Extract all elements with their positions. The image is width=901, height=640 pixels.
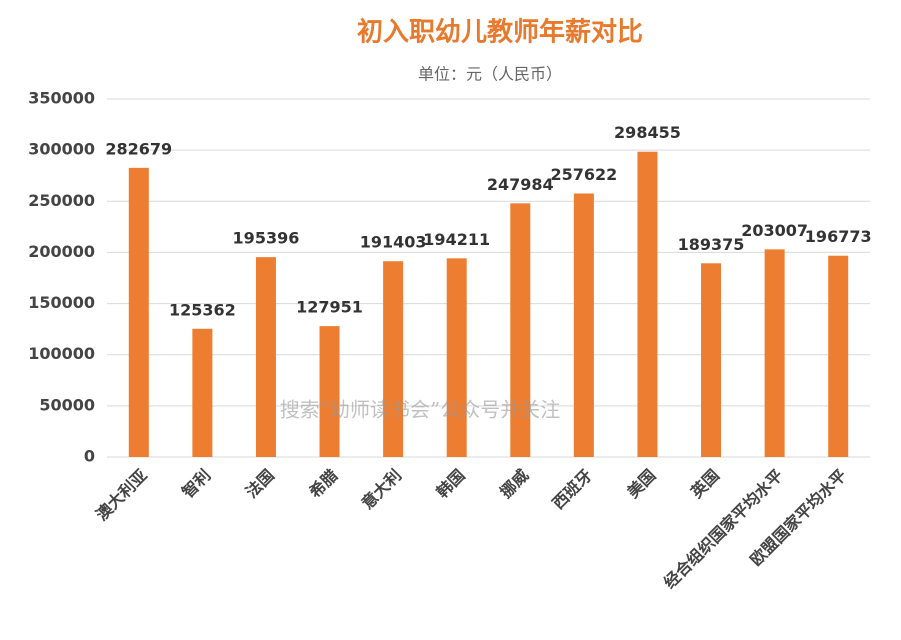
value-label: 257622 [550,165,617,184]
value-label: 194211 [423,230,490,249]
y-tick-label: 200000 [28,242,95,261]
chart-title: 初入职幼儿教师年薪对比 [357,17,643,48]
value-label: 282679 [105,139,172,158]
value-label: 247984 [487,175,554,194]
bar [510,203,531,457]
y-tick-label: 50000 [39,395,95,414]
x-tick-label: 经合组织国家平均水平 [660,466,787,593]
x-tick-label: 美国 [623,466,659,502]
bar [383,261,404,457]
value-label: 189375 [678,235,745,254]
bar [319,326,340,457]
x-tick-label: 智利 [178,466,214,502]
bar [255,257,276,457]
y-tick-label: 250000 [28,191,95,210]
y-tick-label: 0 [84,447,95,466]
watermark: 搜索“幼师读书会”公众号并关注 [280,398,560,422]
bar [701,263,722,457]
x-tick-label: 西班牙 [548,466,595,513]
y-tick-label: 300000 [28,140,95,159]
y-tick-label: 350000 [28,89,95,108]
x-tick-label: 意大利 [358,466,405,513]
bar [446,258,467,457]
value-label: 191403 [360,233,427,252]
value-label: 298455 [614,123,681,142]
x-tick-label: 希腊 [305,466,341,502]
y-tick-label: 150000 [28,293,95,312]
x-tick-label: 澳大利亚 [92,466,151,525]
bar [637,151,658,457]
bar [128,167,149,457]
x-tick-label: 英国 [686,466,723,503]
value-label: 195396 [233,229,300,248]
x-tick-label: 韩国 [433,466,469,502]
value-label: 127951 [296,298,363,317]
chart-subtitle: 单位：元（人民币） [418,65,562,84]
value-label: 196773 [805,227,872,246]
bar [192,328,213,457]
x-tick-label: 法国 [242,466,278,502]
value-label: 203007 [741,221,808,240]
value-label: 125362 [169,300,236,319]
bar [828,255,849,457]
x-tick-label: 挪威 [496,466,532,502]
bar [764,249,785,457]
y-tick-label: 100000 [28,344,95,363]
bar [573,193,594,457]
